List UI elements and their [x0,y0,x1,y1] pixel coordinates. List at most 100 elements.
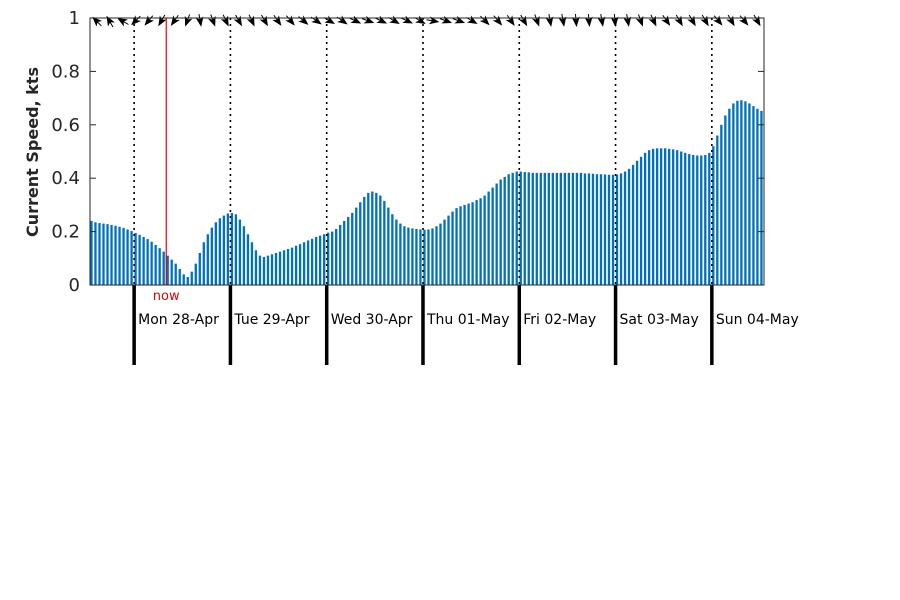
bar [639,156,643,285]
direction-arrow-icon [426,16,440,25]
bar [395,219,398,285]
arrow-shaft [426,19,434,22]
bar [531,172,534,285]
bar [246,234,250,285]
bar [162,251,165,285]
bar [322,234,326,285]
bar [748,103,751,285]
bar [318,235,322,285]
bar [463,204,466,285]
direction-arrow-icon [452,15,466,24]
bar [443,219,446,285]
arrow-head [518,15,528,27]
direction-arrow-icon [285,15,295,26]
bar [118,226,121,285]
bar [756,108,759,285]
day-boundary-lines [132,18,714,365]
direction-arrow-icon [610,13,619,27]
direction-arrow-icon [648,14,657,27]
bar [270,254,274,285]
bar [467,203,470,285]
bar [375,192,378,285]
bar [178,268,181,285]
bar [651,148,655,285]
direction-arrow-icon [623,14,632,27]
bar [138,234,141,285]
bar [122,227,125,285]
bar [230,212,234,285]
bar [306,240,310,285]
arrow-shaft [480,15,486,22]
direction-arrow-icon [310,15,322,25]
bar [559,172,563,285]
y-axis: 0 0.2 0.4 0.6 0.8 1 [51,8,764,296]
direction-arrow-icon [584,13,593,27]
bar [331,231,334,285]
bar [704,154,707,285]
y-tick-label: 0.2 [51,222,80,243]
direction-arrow-icon [635,14,644,27]
bar [615,174,619,285]
bar [335,228,338,285]
bar [728,108,731,285]
bar [415,228,418,285]
bar [732,103,735,285]
bar [647,150,651,285]
bar [519,171,522,285]
bar [226,213,230,285]
bar [387,207,390,285]
arrow-head [272,15,282,26]
direction-arrow-icon [558,14,567,27]
arrow-head [106,15,115,27]
y-tick-label: 0.6 [51,115,80,136]
bar [266,255,270,285]
bar [599,174,603,285]
bar [371,191,374,285]
arrow-head [661,15,671,26]
bar [447,215,450,285]
bar [587,173,591,285]
bar [623,171,627,285]
bar [668,148,671,285]
bar [664,148,667,285]
bar [218,218,222,285]
arrow-head [466,15,478,24]
bar [435,226,438,285]
direction-arrow-icon [117,18,129,27]
direction-arrow-icon [687,14,696,27]
y-tick-label: 0.8 [51,61,80,82]
arrow-head [184,15,193,27]
bar [98,223,101,285]
bar [383,200,386,285]
bar [427,229,430,285]
direction-arrow-icon [439,15,453,24]
day-label: Fri 02-May [523,312,596,328]
arrow-head [158,15,167,27]
bar [487,191,490,285]
direction-arrow-icon [106,15,115,28]
bar [591,173,595,285]
direction-arrow-icon [505,14,515,26]
direction-arrow-icon [597,14,606,27]
bar [724,115,727,285]
bar [659,148,663,285]
bar-series [90,100,763,286]
bar [595,174,599,285]
direction-arrow-icon [545,14,554,27]
direction-arrow-icon [726,14,735,27]
bar [274,252,278,285]
bar [302,242,306,285]
arrow-head [195,16,204,27]
bar [603,174,607,285]
bar [102,223,105,285]
bar [359,202,362,285]
arrow-head [454,15,466,24]
bar [471,202,474,285]
bar [146,239,149,285]
direction-arrow-icon [195,14,204,27]
bar [523,172,526,285]
direction-arrow-icon [532,14,540,27]
arrow-head [441,15,453,24]
direction-arrow-icon [674,14,683,27]
bar [607,174,611,285]
